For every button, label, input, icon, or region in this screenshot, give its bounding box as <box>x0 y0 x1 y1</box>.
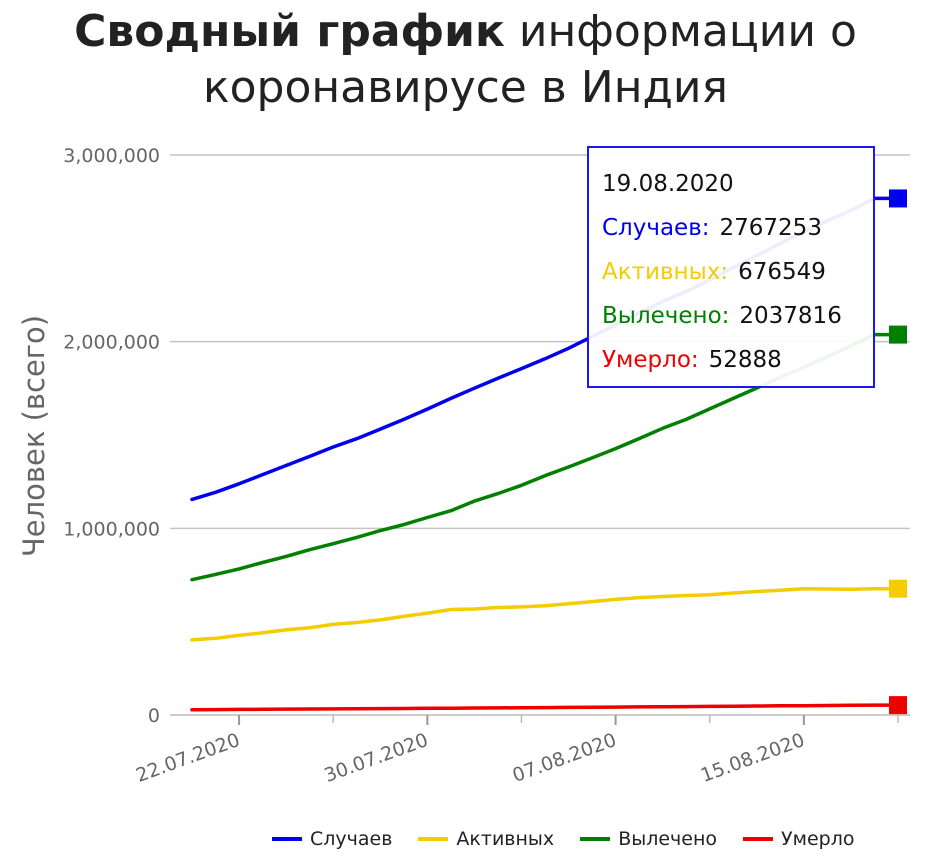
chart-legend: Случаев Активных Вылечено Умерло <box>272 824 854 854</box>
end-marker-recovered <box>889 325 907 344</box>
chart-title-rest: информации о коронавирусе в Индия <box>203 6 857 113</box>
legend-swatch-deaths <box>743 837 774 841</box>
series-line-deaths <box>190 703 900 712</box>
tooltip-recovered-label: Вылечено: <box>602 303 730 329</box>
legend-item-deaths[interactable]: Умерло <box>743 828 854 850</box>
legend-label-recovered: Вылечено <box>618 828 718 850</box>
tooltip-cases-value: 2767253 <box>719 215 822 241</box>
y-tick-label: 3,000,000 <box>63 145 160 167</box>
tooltip-deaths-value: 52888 <box>708 347 782 373</box>
y-tick-label: 0 <box>148 705 160 727</box>
legend-swatch-cases <box>272 837 302 841</box>
tooltip-date: 19.08.2020 <box>602 171 734 197</box>
legend-label-cases: Случаев <box>310 828 393 850</box>
x-axis: 22.07.2020 30.07.2020 07.08.2020 15.08.2020 <box>133 715 899 787</box>
y-tick-label: 1,000,000 <box>63 518 160 540</box>
data-tooltip: 19.08.2020 Случаев: 2767253 Активных: 6765… <box>587 146 875 388</box>
y-tick-label: 2,000,000 <box>63 332 160 354</box>
x-tick-label: 15.08.2020 <box>698 729 808 787</box>
x-tick-label: 22.07.2020 <box>133 729 243 787</box>
tooltip-row-deaths: Умерло: 52888 <box>602 338 873 382</box>
tooltip-active-label: Активных: <box>602 259 729 285</box>
legend-label-active: Активных <box>456 828 555 850</box>
x-tick-label: 07.08.2020 <box>510 729 620 787</box>
series-end-markers <box>889 189 907 715</box>
legend-swatch-active <box>418 837 449 841</box>
legend-item-recovered[interactable]: Вылечено <box>580 828 717 850</box>
tooltip-row-recovered: Вылечено: 2037816 <box>602 294 873 338</box>
y-axis: 0 1,000,000 2,000,000 3,000,000 <box>63 145 160 727</box>
chart-title-bold: Сводный график <box>74 6 505 57</box>
tooltip-row-active: Активных: 676549 <box>602 250 873 294</box>
end-marker-active <box>889 579 907 598</box>
tooltip-active-value: 676549 <box>738 259 826 285</box>
legend-item-cases[interactable]: Случаев <box>272 828 392 850</box>
chart-title: Сводный график информации о коронавирусе… <box>0 4 931 116</box>
tooltip-cases-label: Случаев: <box>602 215 710 241</box>
tooltip-recovered-value: 2037816 <box>739 303 842 329</box>
y-axis-title: Человек (всего) <box>17 315 51 557</box>
end-marker-cases <box>889 189 907 208</box>
tooltip-row-cases: Случаев: 2767253 <box>602 206 873 250</box>
legend-swatch-recovered <box>580 837 611 841</box>
end-marker-deaths <box>889 696 907 715</box>
tooltip-deaths-label: Умерло: <box>602 347 699 373</box>
legend-label-deaths: Умерло <box>781 828 855 850</box>
series-line-active <box>190 586 900 642</box>
legend-item-active[interactable]: Активных <box>418 828 554 850</box>
x-tick-label: 30.07.2020 <box>321 729 431 787</box>
